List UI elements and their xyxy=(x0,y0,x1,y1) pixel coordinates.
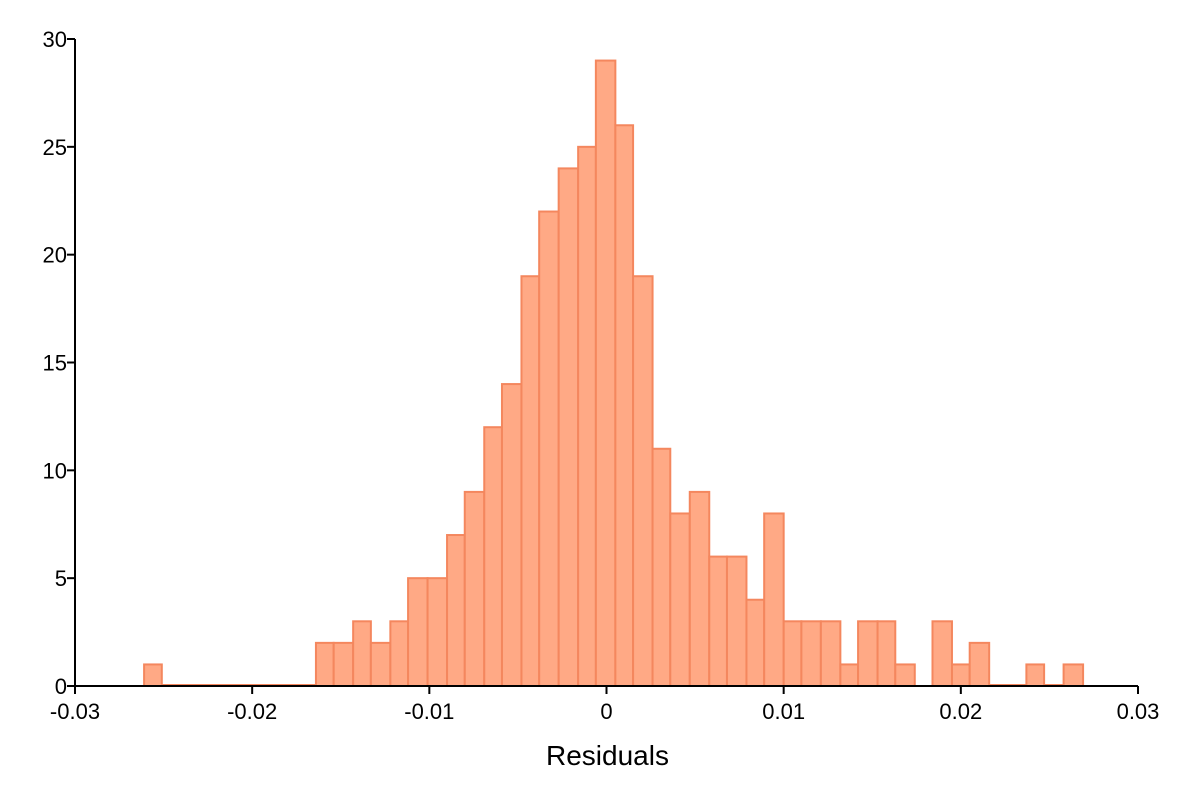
histogram-bar xyxy=(1025,663,1046,688)
y-tick-label: 25 xyxy=(43,135,67,160)
histogram-bar xyxy=(483,426,503,687)
y-ticks: 0 5 10 15 20 25 30 xyxy=(43,27,75,699)
x-tick-label: -0.02 xyxy=(227,699,277,724)
histogram-bar xyxy=(500,383,523,687)
histogram-bars xyxy=(143,59,1085,688)
y-tick-label: 10 xyxy=(43,458,67,483)
histogram-bar xyxy=(557,167,580,687)
y-tick-label: 20 xyxy=(43,243,67,268)
histogram-bar xyxy=(931,620,953,687)
histogram-bar xyxy=(389,620,410,687)
histogram-bar xyxy=(594,59,617,688)
x-ticks: -0.03 -0.02 -0.01 0 0.01 0.02 0.03 xyxy=(50,686,1159,724)
histogram-bar xyxy=(369,641,392,687)
x-axis-title: Residuals xyxy=(546,740,669,771)
y-tick-label: 15 xyxy=(43,351,67,376)
histogram-bar xyxy=(332,641,355,687)
histogram-bar xyxy=(688,490,711,687)
histogram-bar xyxy=(839,663,860,688)
histogram-bar xyxy=(968,641,991,687)
x-tick-label: 0.03 xyxy=(1117,699,1160,724)
x-tick-label: -0.01 xyxy=(404,699,454,724)
histogram-bar xyxy=(520,275,541,687)
histogram-bar xyxy=(763,512,785,688)
histogram-bar xyxy=(819,620,842,687)
x-tick-label: 0.02 xyxy=(939,699,982,724)
histogram-bar xyxy=(950,663,971,688)
histogram-bar xyxy=(1062,663,1085,688)
histogram-bar xyxy=(632,275,654,687)
histogram-bar xyxy=(426,577,449,688)
histogram-bar xyxy=(894,663,916,688)
histogram-bar xyxy=(669,512,691,688)
histogram-bar xyxy=(577,145,597,688)
y-tick-label: 5 xyxy=(55,566,67,591)
histogram-bar xyxy=(876,620,897,687)
histogram-bar xyxy=(708,555,728,687)
histogram-bar xyxy=(407,577,429,688)
histogram-bar xyxy=(651,447,672,687)
histogram-bar xyxy=(725,555,748,687)
histogram-bar xyxy=(800,620,822,687)
histogram-bar xyxy=(857,620,879,687)
histogram-bar xyxy=(463,490,486,687)
x-tick-label: -0.03 xyxy=(50,699,100,724)
histogram-bar xyxy=(745,598,766,688)
histogram-bar xyxy=(614,124,635,688)
y-axis: 0 5 10 15 20 25 30 xyxy=(43,27,76,699)
histogram-bar xyxy=(538,210,560,688)
histogram-bar xyxy=(352,620,372,687)
x-tick-label: 0.01 xyxy=(762,699,805,724)
histogram-bar xyxy=(446,534,466,687)
histogram-bar xyxy=(782,620,803,687)
x-tick-label: 0 xyxy=(600,699,612,724)
y-tick-label: 0 xyxy=(55,674,67,699)
y-tick-label: 30 xyxy=(43,27,67,52)
histogram-bar xyxy=(143,663,163,688)
histogram-bar xyxy=(314,641,335,687)
x-axis: -0.03 -0.02 -0.01 0 0.01 0.02 0.03 xyxy=(50,685,1159,724)
